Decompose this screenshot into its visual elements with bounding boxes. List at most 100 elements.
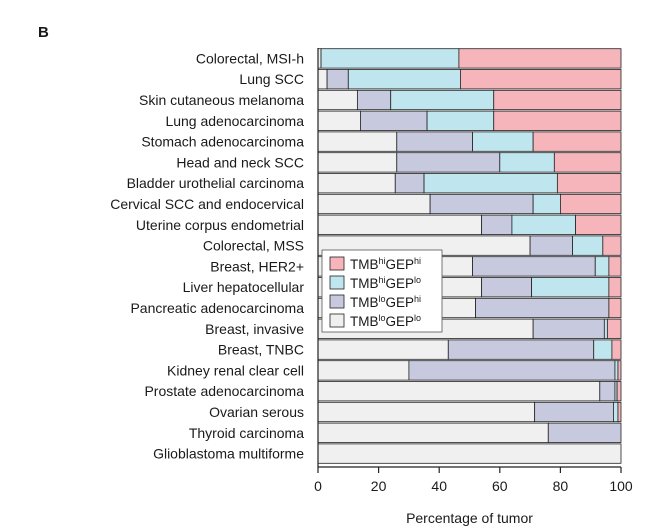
bar-segment-lolo-18 <box>317 422 549 443</box>
bar-segment-lohi-8 <box>481 214 513 235</box>
bar-segment-hihi-0 <box>458 48 622 69</box>
category-labels: Colorectal, MSI-h Lung SCC Skin cutaneous … <box>110 50 304 461</box>
category-label: Prostate adenocarcinoma <box>144 383 304 399</box>
category-label: Skin cutaneous melanoma <box>139 92 304 108</box>
category-label: Colorectal, MSS <box>203 238 304 254</box>
bar-segment-hilo-1 <box>347 69 461 90</box>
bar-segment-lohi-7 <box>429 193 534 215</box>
category-label: Glioblastoma multiforme <box>153 446 304 462</box>
x-tick-label: 60 <box>492 478 508 494</box>
bar-segment-hihi-16 <box>616 381 622 402</box>
category-label: Thyroid carcinoma <box>189 425 304 441</box>
legend-entry-hihi: TMBhiGEPhi <box>350 256 421 272</box>
bar-segment-hilo-2 <box>390 89 495 111</box>
x-tick-label: 80 <box>553 478 569 494</box>
legend-entry-hilo: TMBhiGEPlo <box>350 275 421 291</box>
legend-swatch-lolo <box>329 313 345 328</box>
panel-label: B <box>38 24 49 41</box>
category-label: Ovarian serous <box>209 404 304 420</box>
bar-segment-lohi-1 <box>326 69 349 90</box>
bar-segment-hilo-7 <box>532 193 561 215</box>
bar-segment-lolo-8 <box>317 214 483 235</box>
bar-segment-hihi-4 <box>532 131 622 152</box>
bar-segment-lohi-5 <box>396 152 501 173</box>
x-tick-label: 100 <box>609 478 633 494</box>
bar-segment-lohi-16 <box>599 381 616 402</box>
category-label: Breast, invasive <box>205 321 304 337</box>
bar-segment-lolo-7 <box>317 193 431 215</box>
bar-segment-lolo-3 <box>317 110 361 131</box>
bar-segment-hilo-0 <box>320 48 460 69</box>
category-label: Uterine corpus endometrial <box>136 217 304 233</box>
legend-entry-lohi: TMBloGEPhi <box>350 294 421 310</box>
bar-segment-lolo-14 <box>317 339 449 360</box>
bar-segment-hilo-3 <box>426 110 495 131</box>
bar-segment-lohi-14 <box>447 339 595 360</box>
bar-segment-hilo-6 <box>423 173 558 194</box>
bar-segment-hihi-7 <box>560 193 622 215</box>
bar-segment-lohi-18 <box>547 422 622 443</box>
bar-segment-lohi-3 <box>360 110 428 131</box>
bar-segment-lohi-2 <box>356 89 392 111</box>
category-label: Head and neck SCC <box>176 154 304 170</box>
x-tick-label: 40 <box>431 478 447 494</box>
legend-swatch-lohi <box>329 294 345 309</box>
category-label: Cervical SCC and endocervical <box>110 196 304 212</box>
bar-segment-lohi-11 <box>481 277 533 298</box>
x-tick-label: 20 <box>371 478 387 494</box>
bar-segment-hilo-8 <box>511 214 576 235</box>
bar-segment-lolo-5 <box>317 152 398 173</box>
x-tick-label: 0 <box>314 478 322 494</box>
bar-segment-hilo-17 <box>613 401 619 423</box>
x-axis: 0 20 40 60 80 100 Percentage of tumor <box>314 48 633 526</box>
bar-segment-hihi-2 <box>493 89 622 111</box>
bar-segment-hilo-11 <box>531 277 610 298</box>
bar-segment-hihi-12 <box>608 297 622 319</box>
bar-segment-lohi-6 <box>394 173 425 194</box>
category-label: Bladder urothelial carcinoma <box>127 175 305 191</box>
bar-segment-hihi-6 <box>556 173 622 194</box>
bar-segment-hihi-13 <box>606 318 622 339</box>
category-label: Colorectal, MSI-h <box>196 50 304 66</box>
bar-segment-hihi-10 <box>608 256 622 277</box>
bar-segment-lohi-17 <box>534 401 614 423</box>
bar-segment-lohi-9 <box>529 235 573 256</box>
bar-segment-hilo-14 <box>593 339 613 360</box>
bar-segment-hihi-15 <box>617 360 622 381</box>
bar-segment-hihi-8 <box>575 214 622 235</box>
bar-segment-hihi-3 <box>493 110 622 131</box>
category-label: Kidney renal clear cell <box>167 362 304 378</box>
bar-segment-lohi-4 <box>396 131 473 152</box>
bar-segment-lohi-15 <box>408 360 616 381</box>
bar-segment-hilo-5 <box>499 152 555 173</box>
bar-segment-hihi-14 <box>611 339 622 360</box>
bar-segment-hihi-5 <box>553 152 622 173</box>
bar-segment-lolo-19 <box>317 443 622 464</box>
bar-segment-hilo-9 <box>572 235 604 256</box>
bar-segment-lolo-1 <box>317 69 328 90</box>
x-axis-title: Percentage of tumor <box>406 510 533 526</box>
bar-segment-lohi-13 <box>532 318 605 339</box>
legend: TMBhiGEPhi TMBhiGEPlo TMBloGEPhi TMBloGEPlo <box>321 249 443 333</box>
legend-swatch-hilo <box>329 275 345 290</box>
legend-swatch-hihi <box>329 256 345 271</box>
bar-segment-hihi-9 <box>602 235 622 256</box>
bar-segment-lolo-6 <box>317 173 396 194</box>
bar-segment-hilo-10 <box>594 256 610 277</box>
bar-segment-lolo-17 <box>317 401 536 423</box>
bar-segment-lolo-15 <box>317 360 410 381</box>
bar-segment-lolo-2 <box>317 89 358 111</box>
category-label: Breast, HER2+ <box>210 258 304 274</box>
bar-segment-hilo-15 <box>614 360 619 381</box>
category-label: Lung SCC <box>239 71 304 87</box>
bar-segment-hilo-13 <box>603 318 608 339</box>
legend-entry-lolo: TMBloGEPlo <box>350 313 421 329</box>
bar-segment-hihi-11 <box>608 277 622 298</box>
category-label: Lung adenocarcinoma <box>165 113 304 129</box>
category-label: Stomach adenocarcinoma <box>141 134 304 150</box>
bar-segment-lohi-12 <box>475 297 610 319</box>
bar-segment-hihi-17 <box>617 401 622 423</box>
bar-segment-lolo-16 <box>317 381 601 402</box>
bar-segment-hilo-4 <box>472 131 534 152</box>
